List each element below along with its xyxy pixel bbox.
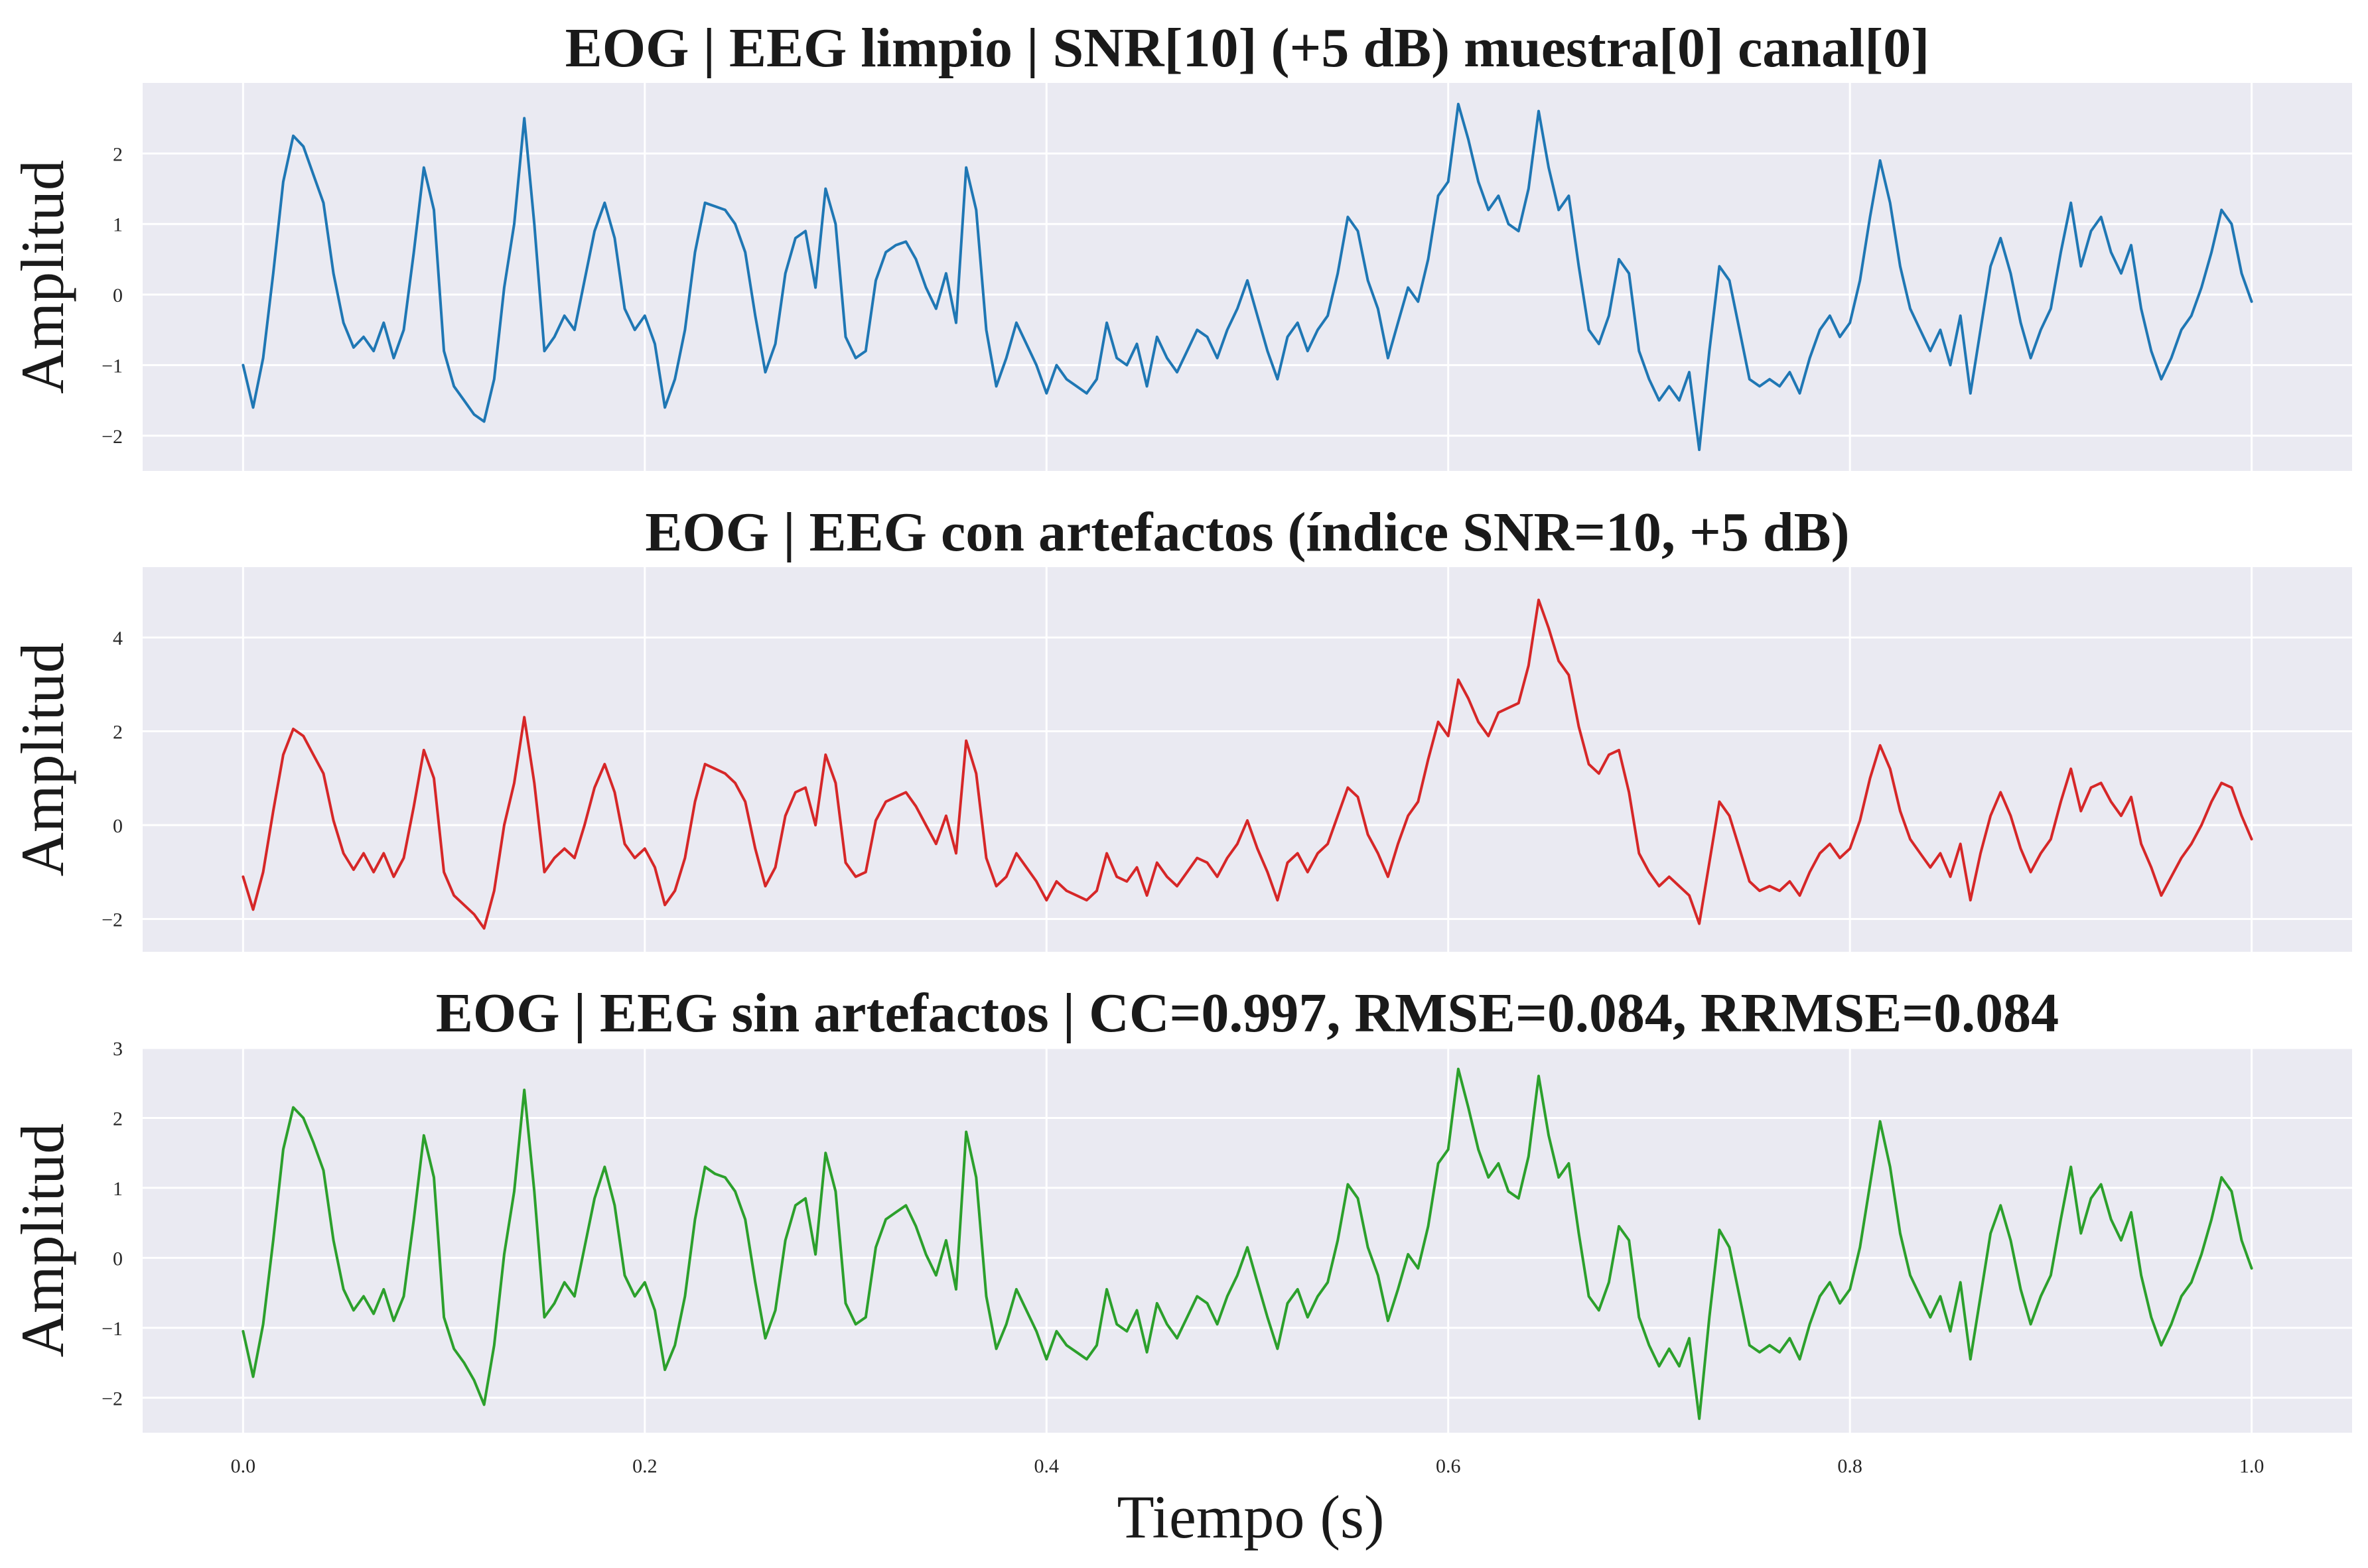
subplot-3: 0.0 0.2 0.4 0.6 0.8 1.0 −2 −1 0 1 2 3 EOG | EEG sin … xyxy=(9,982,2352,1477)
y-axis-label: Amplitud xyxy=(9,643,76,877)
y-tick-label: 0 xyxy=(113,815,123,837)
y-tick-label: 2 xyxy=(113,722,123,744)
series-line xyxy=(242,598,2253,930)
y-tick-label: −1 xyxy=(102,1318,123,1340)
x-tick-label: 0.2 xyxy=(632,1455,658,1477)
x-tick-label: 0.8 xyxy=(1837,1455,1862,1477)
subplot-2: −2 0 2 4 EOG | EEG con artefactos (índice SN… xyxy=(9,501,2352,952)
y-tick-label: −2 xyxy=(102,1388,123,1409)
plot-area xyxy=(143,567,2352,952)
subplots: −2 −1 0 1 2 EOG | EEG limpio | SNR[10] (+5 dB… xyxy=(9,17,2352,1477)
y-tick-label: −2 xyxy=(102,426,123,448)
plot-area xyxy=(143,83,2352,471)
subplot-title: EOG | EEG con artefactos (índice SNR=10,… xyxy=(645,501,1849,563)
subplot-title: EOG | EEG limpio | SNR[10] (+5 dB) muest… xyxy=(565,17,1929,79)
figure-xlabel: Tiempo (s) xyxy=(1117,1483,1385,1551)
y-axis-label: Amplitud xyxy=(9,1124,76,1358)
y-tick-label: −1 xyxy=(102,355,123,377)
y-tick-label: 0 xyxy=(113,285,123,306)
x-tick-label: 0.0 xyxy=(231,1455,256,1477)
y-tick-label: 4 xyxy=(113,627,123,649)
plot-area xyxy=(143,1048,2352,1433)
x-tick-label: 0.6 xyxy=(1436,1455,1461,1477)
series-line xyxy=(242,102,2253,452)
y-tick-label: 0 xyxy=(113,1248,123,1270)
y-tick-label: 3 xyxy=(113,1038,123,1060)
x-tick-label: 0.4 xyxy=(1034,1455,1060,1477)
subplot-1: −2 −1 0 1 2 EOG | EEG limpio | SNR[10] (+5 dB… xyxy=(9,17,2352,471)
y-axis-label: Amplitud xyxy=(9,160,76,394)
x-tick-label: 1.0 xyxy=(2239,1455,2264,1477)
y-tick-label: −2 xyxy=(102,909,123,931)
subplot-title: EOG | EEG sin artefactos | CC=0.997, RMS… xyxy=(436,982,2059,1044)
y-tick-label: 1 xyxy=(113,214,123,236)
y-tick-label: 2 xyxy=(113,1108,123,1130)
y-tick-label: 2 xyxy=(113,143,123,165)
y-tick-label: 1 xyxy=(113,1178,123,1200)
series-line xyxy=(242,1067,2253,1420)
